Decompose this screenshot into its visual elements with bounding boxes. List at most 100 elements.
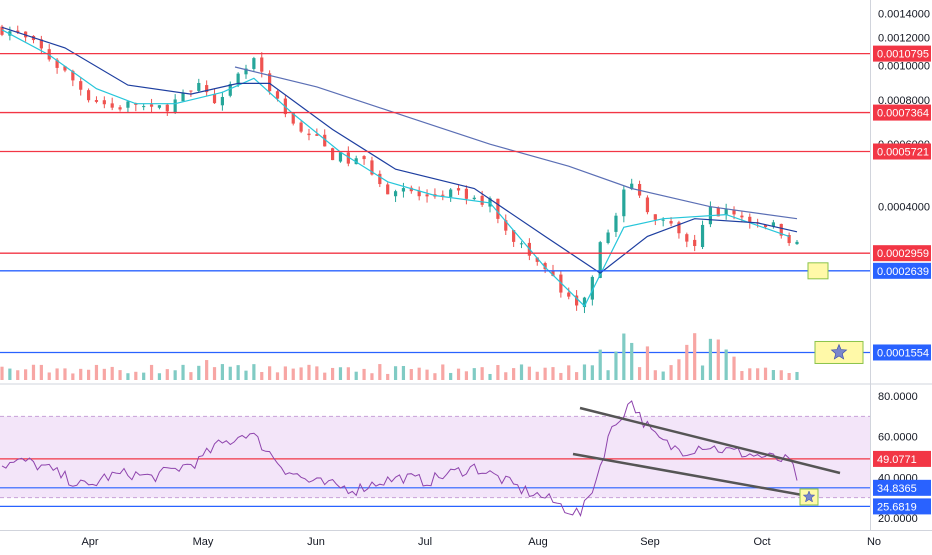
volume-bar (779, 370, 783, 380)
volume-bar (693, 333, 697, 380)
volume-bar (24, 369, 28, 380)
volume-bar (71, 373, 75, 380)
candle-body (417, 190, 421, 197)
candle-body (716, 207, 720, 217)
price-level-label: 0.0002959 (877, 248, 929, 260)
candle-body (126, 101, 130, 108)
rsi-band (0, 416, 870, 498)
volume-bar (252, 364, 256, 380)
candle-body (598, 242, 602, 278)
candle-body (244, 68, 248, 75)
time-tick-label: Sep (640, 536, 660, 548)
volume-bar (543, 367, 547, 380)
volume-bar (126, 373, 130, 380)
price-level-label: 0.0002639 (877, 266, 929, 278)
candle-body (228, 84, 232, 96)
candle-body (590, 276, 594, 300)
volume-bar (173, 370, 177, 380)
rsi-line (1, 400, 798, 517)
volume-bar (118, 370, 122, 380)
price-tick-label: 0.0010000 (878, 60, 930, 72)
candle-body (338, 152, 343, 162)
volume-panel (0, 333, 799, 380)
price-tick-label: 0.0014000 (878, 9, 930, 21)
price-level-badge (873, 104, 931, 121)
time-tick-label: Apr (81, 536, 98, 548)
candle-body (205, 85, 209, 93)
volume-bar (134, 371, 138, 380)
candle-body (220, 96, 224, 106)
candle-body (323, 134, 327, 147)
candle-body (732, 209, 736, 215)
volume-bar (504, 372, 508, 380)
volume-bar (535, 371, 539, 380)
volume-bar (795, 371, 799, 380)
volume-bar (283, 366, 287, 380)
volume-bar (260, 372, 264, 380)
volume-bar (724, 349, 728, 380)
time-tick-label: Aug (528, 536, 548, 548)
volume-bar (575, 372, 579, 380)
volume-bar (142, 372, 146, 380)
volume-bar (228, 366, 232, 380)
volume-bar (31, 364, 36, 380)
candle-body (425, 194, 429, 197)
volume-bar (582, 364, 587, 380)
price-level-label: 0.0007364 (877, 108, 929, 120)
candle-body (779, 223, 783, 236)
volume-bar (354, 371, 358, 380)
candle-body (456, 188, 461, 191)
volume-bar (480, 367, 484, 380)
candle-body (393, 191, 398, 197)
candle-body (275, 91, 280, 99)
moving-average-short (1, 29, 790, 308)
candle-body (378, 173, 382, 185)
candle-body (645, 197, 650, 213)
volume-bar (496, 365, 500, 380)
rsi-level-label: 34.8365 (877, 483, 917, 495)
rsi-level-label: 49.0771 (877, 454, 917, 466)
candle-body (63, 66, 67, 71)
price-level-label: 0.0005721 (877, 147, 929, 159)
volume-bar (787, 373, 791, 380)
candle-body (260, 57, 264, 72)
volume-bar (370, 373, 374, 380)
volume-bar (630, 342, 634, 380)
candle-body (748, 216, 752, 223)
candle-body (315, 134, 319, 136)
volume-bar (275, 372, 280, 380)
time-tick-label: No (867, 536, 881, 548)
volume-bar (409, 369, 413, 380)
volume-bar (771, 370, 775, 380)
volume-bar (708, 338, 713, 380)
candle-body (71, 70, 75, 81)
candle-body (86, 90, 91, 101)
candle-body (16, 30, 20, 33)
candle-body (110, 103, 114, 108)
volume-bar (110, 366, 114, 380)
candle-body (575, 295, 579, 306)
volume-bar (645, 346, 650, 380)
price-level-label: 0.0010795 (877, 49, 929, 61)
candle-body (118, 107, 122, 110)
candle-body (614, 215, 618, 232)
star-icon (802, 490, 816, 503)
candle-body (685, 234, 689, 242)
candle-body (165, 104, 169, 112)
candle-body (464, 188, 469, 199)
candle-body (189, 90, 193, 92)
volume-bar (716, 339, 720, 380)
candle-body (307, 133, 311, 136)
volume-bar (47, 372, 51, 380)
rsi-level-label: 25.6819 (877, 501, 917, 513)
candle-body (55, 59, 59, 68)
volume-bar (614, 351, 618, 380)
volume-bar (197, 365, 201, 380)
candle-body (795, 241, 799, 245)
volume-bar (55, 368, 59, 380)
candle-body (724, 209, 728, 215)
volume-bar (740, 371, 744, 380)
axes: 0.00140000.00120000.00100000.00080000.00… (81, 9, 931, 548)
volume-bar (677, 359, 681, 380)
